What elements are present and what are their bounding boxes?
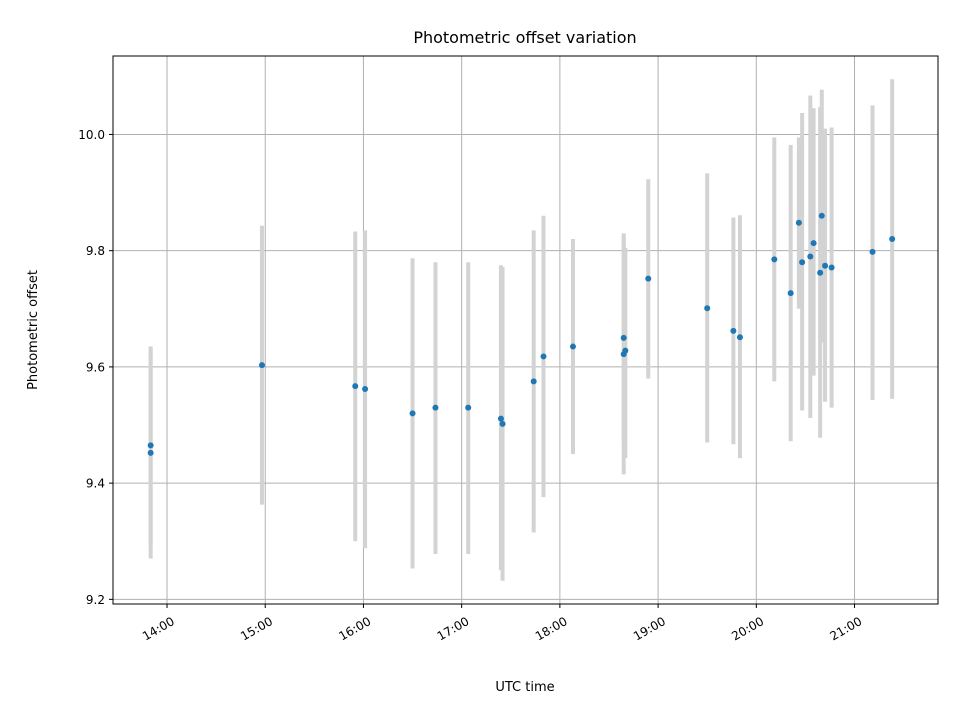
data-point: [409, 410, 416, 417]
data-point: [799, 259, 806, 266]
grid: [113, 56, 938, 604]
data-point: [869, 248, 876, 255]
data-point: [807, 253, 814, 260]
data-point: [465, 404, 472, 411]
data-point: [828, 264, 835, 271]
chart-title: Photometric offset variation: [413, 28, 636, 47]
data-point: [795, 219, 802, 226]
data-point: [736, 334, 743, 341]
data-point: [787, 290, 794, 297]
data-point: [818, 212, 825, 219]
data-point: [822, 262, 829, 269]
data-point: [569, 343, 576, 350]
data-point: [620, 334, 627, 341]
y-axis-label: Photometric offset: [26, 270, 41, 390]
data-point: [499, 420, 506, 427]
data-point: [771, 256, 778, 263]
data-points: [147, 212, 896, 456]
data-point: [817, 269, 824, 276]
y-tick-label: 10.0: [78, 128, 105, 142]
y-tick-label: 9.8: [86, 244, 105, 258]
data-point: [622, 347, 629, 354]
data-point: [704, 305, 711, 312]
data-point: [810, 240, 817, 247]
data-point: [147, 442, 154, 449]
data-point: [889, 236, 896, 243]
data-point: [352, 383, 359, 390]
data-point: [147, 449, 154, 456]
y-tick-label: 9.4: [86, 477, 105, 491]
y-axis: 9.2 9.4 9.6 9.8 10.0: [78, 128, 113, 607]
data-point: [730, 327, 737, 334]
data-point: [497, 415, 504, 422]
y-tick-label: 9.2: [86, 593, 105, 607]
x-axis-label: UTC time: [495, 680, 554, 695]
data-point: [530, 378, 537, 385]
plot-frame: [112, 55, 939, 605]
data-point: [432, 404, 439, 411]
y-tick-label: 9.6: [86, 360, 105, 374]
data-point: [540, 353, 547, 360]
data-point: [645, 275, 652, 282]
data-point: [362, 385, 369, 392]
data-point: [258, 362, 265, 369]
